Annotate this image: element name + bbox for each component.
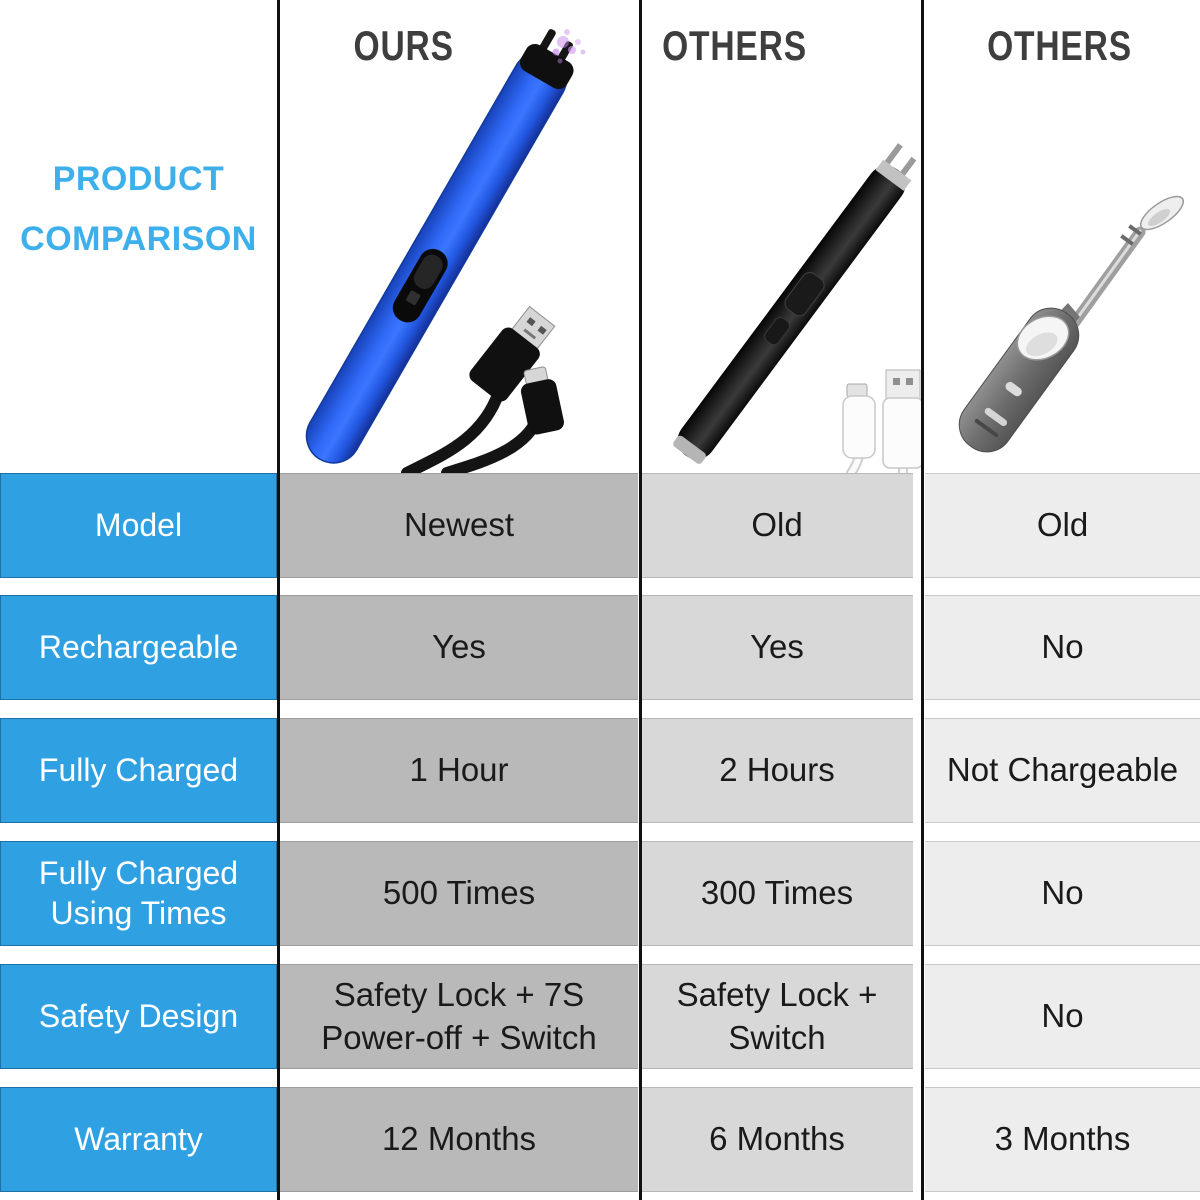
ignition-switch xyxy=(392,248,448,323)
row-cell: Safety Lock + 7S Power-off + Switch xyxy=(280,964,638,1069)
column-header-others-2: OTHERS xyxy=(987,22,1133,69)
row-cell: 300 Times xyxy=(641,841,913,946)
lighter-handle xyxy=(958,307,1080,453)
row-cell: Safety Lock + Switch xyxy=(641,964,913,1069)
row-label: Warranty xyxy=(0,1087,277,1192)
row-cell: 500 Times xyxy=(280,841,638,946)
row-cell: 12 Months xyxy=(280,1087,638,1192)
black-lighter-body xyxy=(673,143,917,464)
trigger-button xyxy=(1016,315,1070,361)
blue-lighter-body xyxy=(305,29,574,464)
lighter-wand xyxy=(1069,195,1185,328)
row-cell: Yes xyxy=(280,595,638,700)
table-row: Safety Design Safety Lock + 7S Power-off … xyxy=(0,964,1200,1069)
page-title-line2: COMPARISON xyxy=(20,219,257,258)
table-row: Warranty 12 Months 6 Months 3 Months xyxy=(0,1087,1200,1192)
column-divider-1 xyxy=(277,0,280,1200)
row-cell: 2 Hours xyxy=(641,718,913,823)
row-cell: No xyxy=(925,841,1200,946)
row-cell: Not Chargeable xyxy=(925,718,1200,823)
table-row: Fully Charged Using Times 500 Times 300 Ti… xyxy=(0,841,1200,946)
table-row: Fully Charged 1 Hour 2 Hours Not Chargeable xyxy=(0,718,1200,823)
row-label: Fully Charged Using Times xyxy=(0,841,277,946)
row-cell: 3 Months xyxy=(925,1087,1200,1192)
row-cell: 1 Hour xyxy=(280,718,638,823)
column-divider-2 xyxy=(639,0,642,1200)
column-header-others-1: OTHERS xyxy=(662,22,808,69)
utility-lighter-image xyxy=(958,195,1185,453)
row-cell: Newest xyxy=(280,473,638,578)
micro-usb-plug-icon xyxy=(520,366,564,435)
usb-cable-icon xyxy=(401,386,545,473)
column-divider-3 xyxy=(921,0,924,1200)
row-cell: No xyxy=(925,964,1200,1069)
page-title-line1: PRODUCT xyxy=(52,160,225,198)
table-row: Rechargeable Yes Yes No xyxy=(0,595,1200,700)
row-cell: Yes xyxy=(641,595,913,700)
row-label: Fully Charged xyxy=(0,718,277,823)
page-title: PRODUCT COMPARISON xyxy=(0,150,277,269)
black-arc-lighter-image xyxy=(673,143,922,473)
electric-spark-icon xyxy=(552,29,586,64)
row-cell: 6 Months xyxy=(641,1087,913,1192)
row-label: Model xyxy=(0,473,277,578)
row-label: Rechargeable xyxy=(0,595,277,700)
row-cell: Old xyxy=(641,473,913,578)
table-row: Model Newest Old Old xyxy=(0,473,1200,578)
column-header-ours: OURS xyxy=(353,22,455,69)
white-micro-usb-plug-icon xyxy=(842,383,876,459)
row-cell: No xyxy=(925,595,1200,700)
row-cell: Old xyxy=(925,473,1200,578)
blue-arc-lighter-image xyxy=(305,29,586,473)
row-label: Safety Design xyxy=(0,964,277,1069)
wand-tip xyxy=(1139,195,1185,231)
usb-a-plug-icon xyxy=(469,305,556,402)
white-usb-a-plug-icon xyxy=(882,369,922,469)
